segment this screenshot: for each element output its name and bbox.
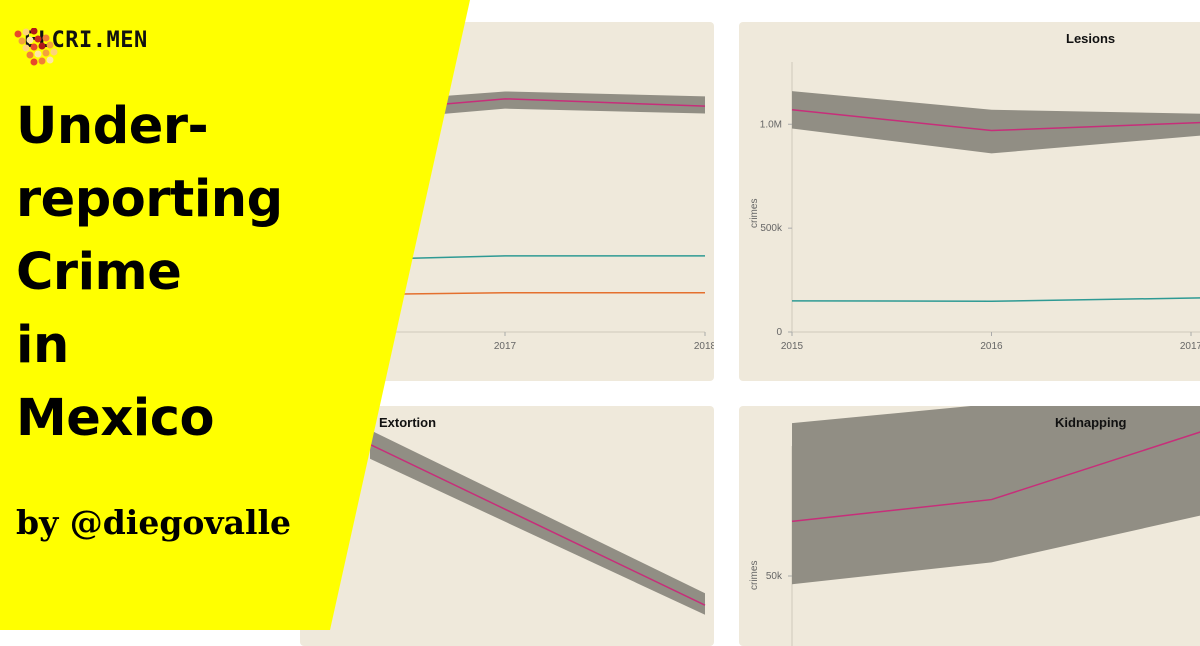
title-line-5: Mexico (16, 389, 214, 448)
y-tick-label: 50k (766, 571, 783, 582)
x-tick-label: 2018 (694, 341, 714, 352)
y-axis-title-kidnapping: crimes (749, 560, 760, 590)
hexagon-logo-icon (14, 28, 58, 66)
x-tick-label: 2017 (494, 341, 517, 352)
confidence-band (792, 406, 1200, 585)
series-line-1 (304, 255, 705, 262)
chart-title-lesions: Lesions (1066, 31, 1116, 46)
chart-panel-lesions: 0 500k 1.0M 2015 2016 2017 Lesions crimes (739, 22, 1200, 381)
brand-name: ELCRI.MEN (24, 28, 148, 53)
title-line-4: in (16, 316, 69, 375)
confidence-band (370, 430, 705, 615)
confidence-band (792, 91, 1200, 154)
y-axis-title-lesions: crimes (749, 198, 760, 228)
series-line-2 (304, 291, 705, 296)
x-tick-label: 2017 (1180, 341, 1200, 352)
series-line-1 (791, 297, 1200, 303)
chart-title-extortion: Extortion (379, 415, 437, 430)
chart-kidnapping: 50k (766, 406, 1200, 646)
y-tick-label: 500k (760, 223, 783, 234)
title-line-2: reporting (16, 170, 283, 229)
chart-panel-extortion: Extortion (300, 406, 714, 646)
brand-logo: ELCRI.MEN (14, 28, 148, 66)
chart-top-left: 2017 2018 (304, 91, 714, 352)
author-byline: by @diegovalle (16, 503, 292, 542)
chart-lesions: 0 500k 1.0M 2015 2016 2017 (760, 62, 1200, 352)
title-line-1: Under- (16, 97, 209, 156)
chart-title-kidnapping: Kidnapping (1055, 415, 1127, 430)
series-line-0 (791, 109, 1200, 132)
y-tick-label: 1.0M (760, 119, 782, 130)
title-line-3: Crime (16, 243, 182, 302)
chart-panel-top-left: 2017 2018 (300, 22, 714, 381)
x-tick-label: 2015 (781, 341, 804, 352)
y-tick-label: 0 (776, 327, 782, 338)
confidence-band (305, 91, 705, 126)
chart-panel-kidnapping: 50k Kidnapping crimes (739, 406, 1200, 646)
series-line-0 (369, 443, 706, 606)
page-title: Under- reporting Crime in Mexico (16, 90, 283, 455)
chart-extortion (369, 430, 706, 615)
x-tick-label: 2016 (980, 341, 1003, 352)
series-line-0 (791, 431, 1200, 523)
